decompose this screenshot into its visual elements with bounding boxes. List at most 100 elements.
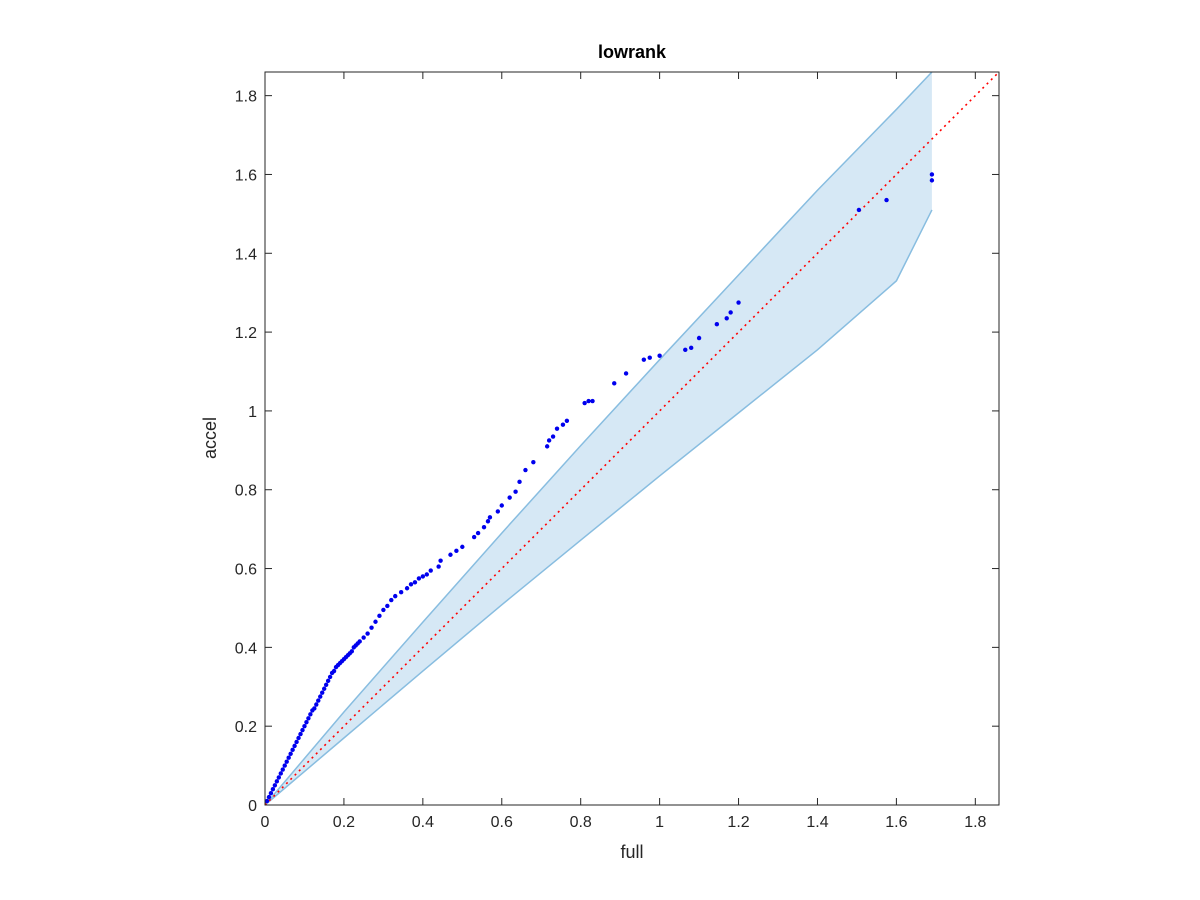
data-point [513, 489, 518, 494]
data-point [318, 694, 323, 699]
data-point [274, 779, 280, 784]
data-point [736, 300, 741, 305]
data-point [270, 787, 276, 792]
data-point [357, 639, 362, 644]
y-axis-label: accel [200, 417, 220, 459]
data-point [507, 495, 512, 500]
data-point [325, 678, 331, 684]
data-point [590, 398, 595, 404]
data-point [278, 771, 283, 776]
data-point [564, 418, 570, 423]
data-point [475, 530, 481, 536]
data-point [523, 467, 528, 473]
data-point [586, 398, 591, 404]
data-point [369, 625, 374, 630]
y-tick-label: 0.8 [235, 483, 257, 500]
y-tick-label: 1.8 [235, 89, 257, 106]
data-point [460, 544, 465, 550]
y-tick-label: 1.2 [235, 325, 257, 342]
y-tick-label: 0.4 [235, 640, 257, 657]
data-point [398, 589, 404, 595]
data-point [714, 322, 720, 327]
x-axis-label: full [620, 842, 643, 862]
data-point [728, 310, 733, 315]
x-tick-label: 0.4 [412, 814, 434, 831]
data-point [612, 381, 617, 386]
data-point [929, 178, 935, 183]
x-tick-label: 1.8 [964, 814, 986, 831]
data-point [448, 552, 453, 557]
data-point [623, 371, 629, 376]
data-point [365, 631, 370, 636]
data-point [361, 635, 366, 640]
y-tick-label: 1.4 [235, 246, 257, 263]
data-point [683, 347, 688, 353]
data-point [296, 735, 301, 741]
data-point [282, 763, 287, 768]
data-point [276, 775, 282, 780]
data-point [304, 720, 309, 725]
data-point [300, 727, 305, 733]
data-point [284, 759, 289, 764]
data-point [385, 603, 390, 609]
data-point [412, 580, 418, 585]
chart-title: lowrank [598, 42, 667, 62]
data-point [389, 597, 394, 603]
data-point [266, 794, 272, 800]
y-tick-label: 0.2 [235, 719, 257, 736]
data-point [308, 712, 313, 717]
data-point [471, 534, 477, 540]
y-tick-label: 1 [248, 404, 257, 421]
data-point [481, 524, 487, 530]
data-point [546, 438, 552, 443]
x-tick-label: 1.2 [727, 814, 749, 831]
data-point [550, 434, 556, 439]
data-point [302, 723, 307, 729]
data-point [495, 509, 501, 514]
data-point [288, 751, 293, 756]
data-point [373, 619, 378, 624]
data-point [531, 459, 536, 465]
data-point [408, 582, 414, 587]
data-point [321, 686, 327, 691]
data-point [298, 731, 303, 737]
x-tick-label: 1.6 [885, 814, 907, 831]
x-tick-label: 0.8 [570, 814, 592, 831]
data-point [929, 172, 935, 177]
data-point [582, 400, 587, 406]
data-point [499, 503, 504, 508]
data-point [454, 548, 459, 554]
data-point [280, 767, 285, 772]
data-point [264, 798, 270, 804]
band-lower-edge [264, 209, 933, 806]
data-point [487, 515, 493, 520]
x-tick-label: 0.2 [333, 814, 355, 831]
data-point [647, 355, 652, 360]
data-point [286, 755, 291, 760]
x-tick-label: 1.4 [806, 814, 828, 831]
x-tick-label: 0 [261, 814, 270, 831]
data-point [696, 335, 702, 341]
data-point [544, 444, 550, 449]
plot-area: 0 0.2 0.4 0.6 0.8 1 1.2 1.4 1.6 1.8 0 0.2 0.4 0.6 0.8 1… [235, 71, 1000, 831]
data-point [393, 593, 398, 599]
band-upper-edge [264, 71, 933, 806]
data-point [312, 706, 317, 711]
data-point [314, 702, 319, 707]
data-point [404, 586, 410, 591]
data-point [485, 519, 491, 524]
y-tick-label: 0 [248, 798, 257, 815]
data-point [416, 576, 422, 581]
data-point [381, 607, 386, 613]
y-tick-label: 0.6 [235, 562, 257, 579]
data-point [331, 668, 337, 674]
data-point [560, 422, 566, 427]
data-point [884, 197, 889, 203]
data-point [272, 783, 278, 788]
data-point [349, 649, 355, 654]
data-point [688, 345, 694, 351]
data-point [724, 316, 729, 321]
confidence-band [265, 72, 932, 805]
reference-line [264, 71, 1000, 806]
data-point [292, 743, 297, 749]
